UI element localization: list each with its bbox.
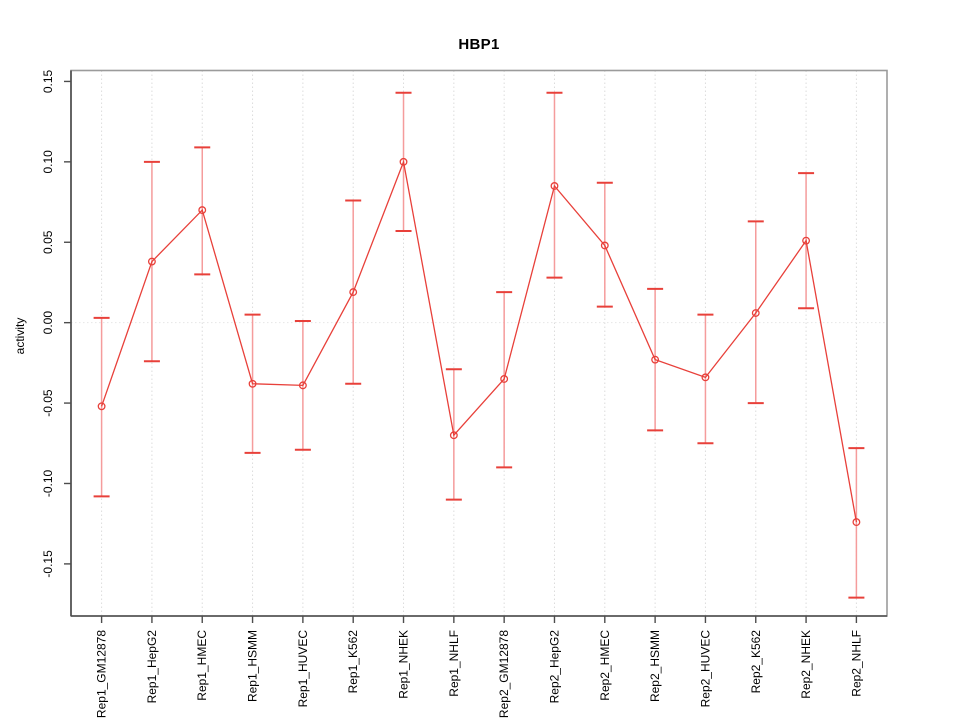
data-point-marker	[802, 236, 811, 245]
data-point-marker	[600, 241, 609, 250]
x-tick-label: Rep1_HMEC	[195, 630, 209, 701]
x-tick-label: Rep2_HMEC	[598, 630, 612, 701]
y-tick-label: -0.05	[41, 389, 55, 417]
y-tick-label: 0.10	[41, 150, 55, 174]
data-point-marker	[198, 206, 207, 215]
data-point-marker	[248, 379, 257, 388]
x-tick-label: Rep1_NHLF	[447, 630, 461, 697]
data-point-marker	[449, 431, 458, 440]
x-tick-label: Rep2_K562	[749, 630, 763, 694]
x-tick-label: Rep2_HepG2	[547, 630, 561, 704]
chart-title: HBP1	[458, 36, 500, 53]
y-tick-label: 0.15	[41, 69, 55, 93]
x-tick-label: Rep1_HUVEC	[296, 630, 310, 708]
data-point-marker	[298, 381, 307, 390]
data-point-marker	[399, 157, 408, 166]
x-tick-label: Rep2_GM12878	[497, 630, 511, 718]
data-point-marker	[852, 518, 861, 527]
data-point-marker	[701, 373, 710, 382]
data-point-marker	[751, 309, 760, 317]
data-point-marker	[97, 402, 106, 411]
x-tick-label: Rep2_HSMM	[648, 630, 662, 702]
data-point-marker	[550, 182, 559, 190]
plot-box	[70, 69, 888, 617]
data-point-marker	[147, 257, 156, 266]
x-tick-label: Rep2_NHLF	[849, 630, 863, 697]
data-point-marker	[349, 288, 358, 297]
y-tick-label: -0.15	[41, 550, 55, 578]
x-tick-label: Rep1_K562	[346, 630, 360, 694]
x-tick-label: Rep2_HUVEC	[698, 630, 712, 708]
x-tick-label: Rep1_GM12878	[95, 630, 109, 718]
data-point-marker	[500, 375, 509, 383]
y-tick-label: 0.05	[41, 230, 55, 254]
y-tick-label: 0.00	[41, 311, 55, 335]
y-tick-label: -0.10	[41, 469, 55, 497]
x-tick-label: Rep1_HepG2	[145, 630, 159, 704]
x-tick-label: Rep1_HSMM	[246, 630, 260, 702]
data-point-marker	[651, 355, 660, 364]
x-tick-label: Rep1_NHEK	[397, 630, 411, 699]
x-tick-label: Rep2_NHEK	[799, 630, 813, 699]
series-line	[100, 159, 858, 523]
